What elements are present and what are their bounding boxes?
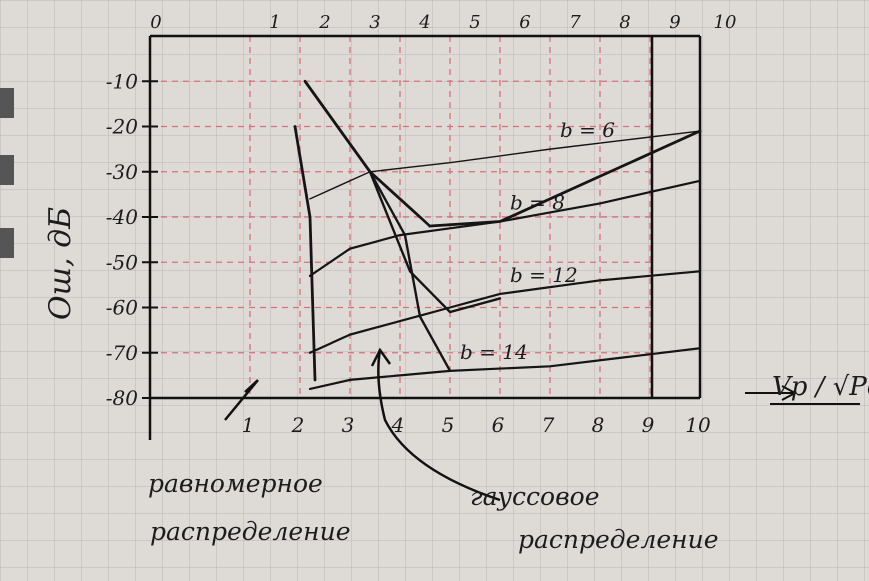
- series-line-6: [368, 170, 502, 314]
- x-top-tick-label: 8: [619, 12, 630, 33]
- x-tick-label: 10: [685, 413, 711, 437]
- binder-hole: [0, 228, 14, 258]
- x-top-tick-label: 0: [150, 12, 161, 33]
- y-tick-label: -10: [106, 69, 138, 93]
- x-tick-label: 6: [492, 413, 505, 437]
- annotation-gauss-2: распределение: [518, 525, 719, 554]
- x-top-tick-label: 2: [318, 12, 330, 33]
- x-top-tick-label: 6: [519, 12, 530, 33]
- y-tick-label: -50: [106, 250, 138, 274]
- x-tick-label: 3: [342, 413, 355, 437]
- series-line-4: [293, 125, 317, 382]
- uniform-pointer: [224, 379, 259, 421]
- series-label: b = 14: [460, 340, 528, 364]
- x-top-tick-label: 10: [714, 12, 737, 33]
- gauss-pointer: [370, 347, 501, 502]
- y-tick-label: -80: [106, 386, 138, 410]
- y-tick-label: -20: [106, 115, 138, 139]
- x-top-tick-label: 5: [469, 12, 480, 33]
- x-tick-label: 2: [291, 413, 305, 437]
- series-layer: b = 6 b = 8 b = 12 b = 14: [224, 79, 702, 502]
- y-tick-label: -70: [106, 341, 138, 365]
- x-tick-label: 5: [442, 413, 455, 437]
- y-axis-label: Ош, дБ: [43, 207, 78, 320]
- x-tick-label: 4: [391, 413, 405, 437]
- labels-layer: -10 -20 -30 -40 -50 -60 -70 -80 1 2 3 4 5 6 7 8 9 10 0 1 2 3 4…: [106, 12, 737, 437]
- x-tick-label: 1: [242, 413, 255, 437]
- annotation-gauss-1: гауссовое: [470, 482, 600, 511]
- x-top-tick-label: 9: [669, 12, 680, 33]
- series-label: b = 8: [510, 191, 565, 215]
- x-axis-label: Vp / √Pc: [772, 372, 869, 402]
- series-line-3: [308, 347, 702, 391]
- x-top-tick-label: 4: [418, 12, 430, 33]
- series-label: b = 6: [560, 118, 615, 142]
- x-top-tick-label: 7: [569, 12, 581, 33]
- x-tick-label: 7: [542, 413, 555, 437]
- y-tick-label: -60: [106, 296, 138, 320]
- series-line-2: [308, 270, 702, 354]
- annotation-uniform-2: распределение: [150, 517, 351, 546]
- series-line-7: [368, 170, 452, 373]
- x-arrow: [745, 385, 798, 401]
- red-grid: [150, 36, 701, 398]
- annotation-uniform-1: равномерное: [148, 469, 323, 498]
- series-line-5: [303, 79, 702, 228]
- y-tick-label: -40: [106, 205, 138, 229]
- binder-hole: [0, 155, 14, 185]
- x-top-tick-label: 1: [269, 12, 280, 33]
- binder-hole: [0, 88, 14, 118]
- y-tick-label: -30: [106, 160, 138, 184]
- series-label: b = 12: [510, 263, 578, 287]
- x-tick-label: 8: [592, 413, 605, 437]
- x-tick-label: 9: [642, 413, 655, 437]
- series-line-0: [309, 130, 701, 200]
- x-top-tick-label: 3: [369, 12, 380, 33]
- series-line-1: [308, 179, 702, 277]
